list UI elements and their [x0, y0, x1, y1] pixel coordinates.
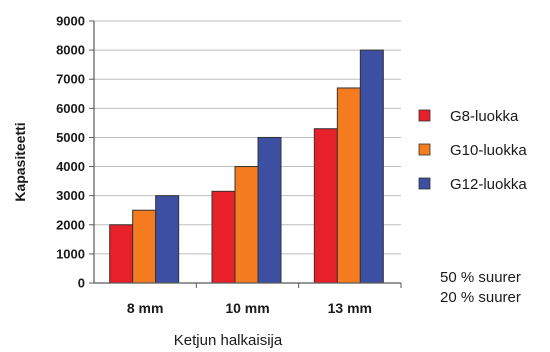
y-tick-label: 1000: [56, 246, 85, 261]
bar-G12-luokka-10mm: [257, 136, 282, 284]
y-tick-label: 2000: [56, 217, 85, 232]
legend-label: G10-luokka: [450, 142, 527, 159]
bar-G10-luokka-13mm: [336, 87, 361, 284]
bar-G10-luokka-10mm: [234, 166, 259, 284]
bar-G10-luokka-8mm: [132, 209, 157, 284]
axes: [93, 21, 402, 288]
y-tick-label: 0: [78, 276, 85, 291]
annotation-50-percent: 50 % suurer: [440, 269, 521, 286]
y-tick-label: 7000: [56, 72, 85, 87]
bar-G8-luokka-13mm: [313, 128, 338, 284]
bars: [109, 49, 384, 284]
y-tick-label: 3000: [56, 188, 85, 203]
legend-swatch: [418, 143, 431, 156]
legend-label: G12-luokka: [450, 176, 527, 193]
y-axis-title: Kapasiteetti: [12, 122, 28, 201]
x-axis-title: Ketjun halkaisija: [174, 332, 283, 349]
x-category-labels: 8 mm 10 mm 13 mm: [127, 300, 372, 316]
y-tick-label: 6000: [56, 101, 85, 116]
x-category-label: 10 mm: [225, 300, 269, 316]
x-category-label: 13 mm: [328, 300, 372, 316]
bar-G8-luokka-10mm: [211, 190, 236, 284]
y-tick-label: 8000: [56, 43, 85, 58]
y-tick-label: 9000: [56, 14, 85, 29]
x-category-label: 8 mm: [127, 300, 164, 316]
legend-label: G8-luokka: [450, 108, 519, 125]
bar-G12-luokka-8mm: [155, 195, 180, 284]
legend-swatch: [418, 109, 431, 122]
y-tick-label: 5000: [56, 130, 85, 145]
bar-G12-luokka-13mm: [359, 49, 384, 284]
bar-G8-luokka-8mm: [109, 224, 134, 284]
legend: G8-luokka G10-luokka G12-luokka: [418, 108, 527, 193]
y-tick-labels: 0 1000 2000 3000 4000 5000 6000 7000 8000 9000: [56, 14, 85, 291]
legend-swatch: [418, 177, 431, 190]
y-tick-label: 4000: [56, 159, 85, 174]
annotation-20-percent: 20 % suurer: [440, 289, 521, 306]
